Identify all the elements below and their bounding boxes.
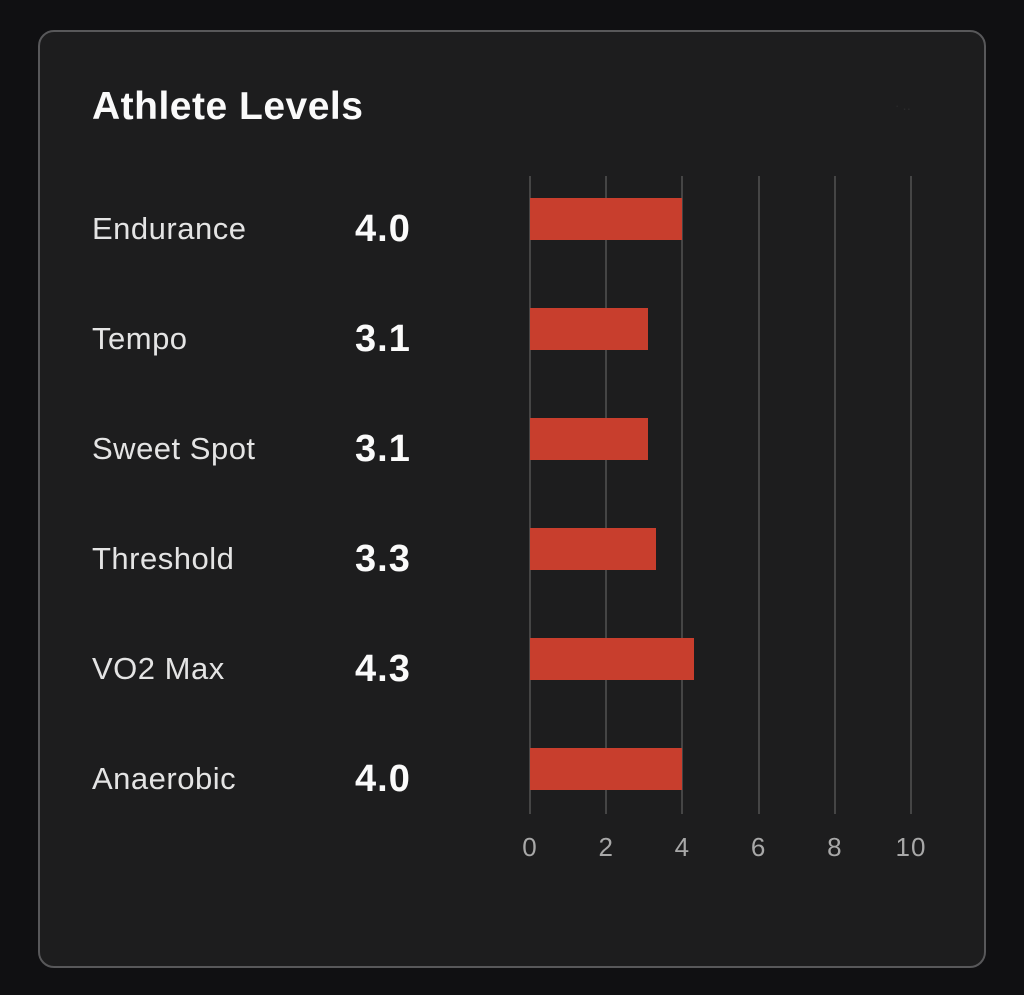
row-endurance: Endurance 4.0 <box>92 174 932 284</box>
card-title: Athlete Levels <box>92 85 364 128</box>
bar <box>530 198 683 240</box>
x-tick-label: 0 <box>522 832 538 862</box>
bar <box>530 418 649 460</box>
bar-track <box>530 724 911 834</box>
row-sweet-spot: Sweet Spot 3.1 <box>92 394 932 504</box>
category-label: Anaerobic <box>92 761 237 796</box>
row-tempo: Tempo 3.1 <box>92 284 932 394</box>
bar <box>530 308 649 350</box>
bar <box>530 748 683 790</box>
bar <box>530 638 694 680</box>
level-value: 4.0 <box>355 207 411 250</box>
row-threshold: Threshold 3.3 <box>92 504 932 614</box>
faint-watermark-icon: ·‥ <box>894 98 914 113</box>
row-vo2-max: VO2 Max 4.3 <box>92 614 932 724</box>
level-value: 4.3 <box>355 647 411 690</box>
bar-track <box>530 504 911 614</box>
bar-track <box>530 394 911 504</box>
bar <box>530 528 656 570</box>
x-tick-label: 4 <box>674 832 691 862</box>
category-label: VO2 Max <box>92 651 225 686</box>
bar-track <box>530 284 911 394</box>
category-label: Threshold <box>92 541 235 576</box>
bar-track <box>530 614 911 724</box>
bar-track <box>530 174 911 284</box>
category-label: Tempo <box>92 321 188 356</box>
level-value: 3.1 <box>355 427 411 470</box>
row-anaerobic: Anaerobic 4.0 <box>92 724 932 834</box>
athlete-levels-card: Athlete Levels ·‥ Endurance 4.0 Tempo 3.… <box>38 30 986 968</box>
x-tick-label: 6 <box>750 832 767 862</box>
category-label: Endurance <box>92 211 247 246</box>
level-value: 3.1 <box>355 317 411 360</box>
x-axis: 0 2 4 6 8 10 <box>522 820 925 864</box>
x-tick-label: 2 <box>598 832 614 862</box>
category-label: Sweet Spot <box>92 431 256 466</box>
level-value: 3.3 <box>355 537 411 580</box>
x-tick-label: 10 <box>895 832 927 862</box>
level-value: 4.0 <box>355 757 411 800</box>
bar-chart: Endurance 4.0 Tempo 3.1 Sweet Spot 3.1 T… <box>92 174 932 834</box>
x-tick-label: 8 <box>827 832 843 862</box>
